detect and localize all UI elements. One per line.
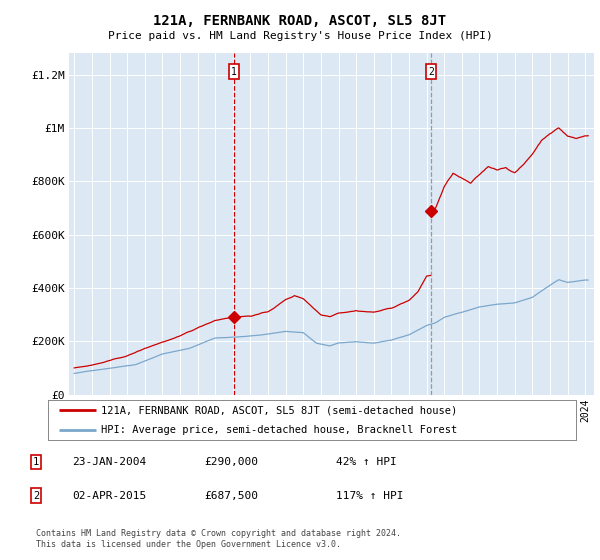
Text: HPI: Average price, semi-detached house, Bracknell Forest: HPI: Average price, semi-detached house,… [101, 425, 457, 435]
Text: £687,500: £687,500 [204, 491, 258, 501]
Text: 117% ↑ HPI: 117% ↑ HPI [336, 491, 404, 501]
Text: 1: 1 [33, 457, 39, 467]
Text: 121A, FERNBANK ROAD, ASCOT, SL5 8JT: 121A, FERNBANK ROAD, ASCOT, SL5 8JT [154, 14, 446, 28]
Text: Price paid vs. HM Land Registry's House Price Index (HPI): Price paid vs. HM Land Registry's House … [107, 31, 493, 41]
Text: 2: 2 [33, 491, 39, 501]
Text: 2: 2 [428, 67, 434, 77]
Text: 23-JAN-2004: 23-JAN-2004 [72, 457, 146, 467]
Text: Contains HM Land Registry data © Crown copyright and database right 2024.
This d: Contains HM Land Registry data © Crown c… [36, 529, 401, 549]
Text: 42% ↑ HPI: 42% ↑ HPI [336, 457, 397, 467]
Text: £290,000: £290,000 [204, 457, 258, 467]
Text: 02-APR-2015: 02-APR-2015 [72, 491, 146, 501]
Text: 121A, FERNBANK ROAD, ASCOT, SL5 8JT (semi-detached house): 121A, FERNBANK ROAD, ASCOT, SL5 8JT (sem… [101, 405, 457, 415]
Text: 1: 1 [231, 67, 237, 77]
